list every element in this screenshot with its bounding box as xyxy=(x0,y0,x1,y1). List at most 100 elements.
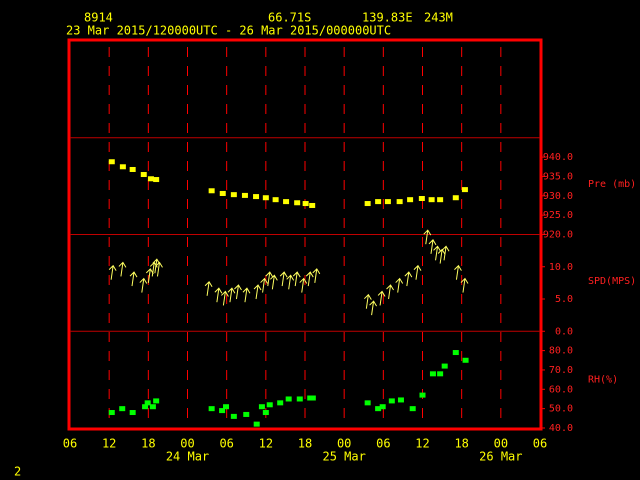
data-point xyxy=(144,400,151,406)
wind-arrow xyxy=(242,287,251,303)
data-point xyxy=(230,413,237,419)
data-point xyxy=(452,195,459,201)
date-label: 26 Mar xyxy=(479,450,522,464)
data-point xyxy=(266,402,273,408)
wind-arrow xyxy=(260,277,268,293)
x-tick-label: 06 xyxy=(376,437,390,451)
data-point xyxy=(407,197,414,203)
data-point xyxy=(108,410,115,416)
data-point xyxy=(397,397,404,403)
y-tick-label: 80.0 xyxy=(549,346,573,357)
y-tick-label: 70.0 xyxy=(549,365,573,376)
data-point xyxy=(302,201,309,207)
data-point xyxy=(375,406,382,412)
data-point xyxy=(277,400,284,406)
data-point xyxy=(418,196,425,202)
wind-arrow xyxy=(234,284,242,300)
y-tick-label: 10.0 xyxy=(549,262,573,273)
data-point xyxy=(437,197,444,203)
data-point xyxy=(384,199,391,205)
data-point xyxy=(147,176,154,182)
data-point xyxy=(223,404,230,410)
data-point xyxy=(119,164,126,170)
data-point xyxy=(452,350,459,356)
wind-arrow xyxy=(214,287,223,303)
x-tick-label: 06 xyxy=(63,437,77,451)
x-tick-label: 00 xyxy=(180,437,194,451)
period: 23 Mar 2015/120000UTC - 26 Mar 2015/0000… xyxy=(66,24,391,38)
data-point xyxy=(149,404,156,410)
data-point xyxy=(219,190,226,196)
wind-arrow xyxy=(279,271,288,287)
data-point xyxy=(462,357,469,363)
data-point xyxy=(375,199,382,205)
wind-arrow xyxy=(270,274,278,290)
data-point xyxy=(396,199,403,205)
wind-arrow xyxy=(441,245,450,261)
x-tick-label: 12 xyxy=(102,437,116,451)
data-point xyxy=(253,421,260,427)
longitude: 139.83E xyxy=(362,11,413,25)
x-tick-label: 06 xyxy=(533,437,547,451)
elevation: 243M xyxy=(424,11,453,25)
data-point xyxy=(309,395,316,401)
y-tick-label: 930.0 xyxy=(543,191,573,202)
wind-arrow xyxy=(460,277,469,293)
x-tick-label: 12 xyxy=(415,437,429,451)
wind-arrow xyxy=(129,271,138,287)
data-point xyxy=(219,408,226,414)
wind-arrow xyxy=(437,248,446,264)
wind-arrow xyxy=(227,287,236,303)
data-point xyxy=(108,159,115,165)
wind-arrow xyxy=(204,280,213,296)
data-point xyxy=(241,192,248,198)
data-point xyxy=(388,398,395,404)
data-point xyxy=(262,195,269,201)
data-point xyxy=(208,188,215,194)
x-tick-label: 18 xyxy=(454,437,468,451)
data-point xyxy=(153,398,160,404)
wind-arrow xyxy=(369,300,378,316)
data-point xyxy=(296,396,303,402)
data-point xyxy=(409,406,416,412)
data-point xyxy=(379,404,386,410)
data-point xyxy=(142,404,149,410)
wind-arrow xyxy=(292,271,301,287)
data-point xyxy=(140,172,147,178)
wind-arrow xyxy=(423,229,432,245)
wind-arrow xyxy=(139,277,148,293)
x-tick-label: 06 xyxy=(219,437,233,451)
data-point xyxy=(294,200,301,206)
data-point xyxy=(429,371,436,377)
panel-label: RH(%) xyxy=(588,375,618,386)
wind-arrow xyxy=(253,284,262,300)
y-tick-label: 40.0 xyxy=(549,423,573,434)
y-tick-label: 925.0 xyxy=(543,210,573,221)
y-tick-label: 60.0 xyxy=(549,384,573,395)
x-tick-label: 18 xyxy=(141,437,155,451)
data-point xyxy=(129,410,136,416)
wind-arrow xyxy=(118,261,127,277)
wind-arrow xyxy=(404,271,413,287)
y-tick-label: 920.0 xyxy=(543,230,573,241)
data-point xyxy=(208,406,215,412)
data-point xyxy=(253,194,260,200)
date-label: 24 Mar xyxy=(166,450,209,464)
data-point xyxy=(243,411,250,417)
data-point xyxy=(283,199,290,205)
station-id: 8914 xyxy=(84,11,113,25)
wind-arrow xyxy=(386,284,394,300)
wind-arrow xyxy=(221,290,229,306)
y-tick-label: 50.0 xyxy=(549,404,573,415)
wind-arrow xyxy=(364,293,372,309)
data-point xyxy=(364,201,371,207)
data-point xyxy=(272,197,279,203)
y-tick-label: 940.0 xyxy=(543,152,573,163)
data-point xyxy=(428,197,435,203)
latitude: 66.71S xyxy=(268,11,311,25)
wind-arrow xyxy=(108,264,117,280)
data-point xyxy=(153,177,160,183)
data-point xyxy=(285,396,292,402)
y-tick-label: 935.0 xyxy=(543,171,573,182)
